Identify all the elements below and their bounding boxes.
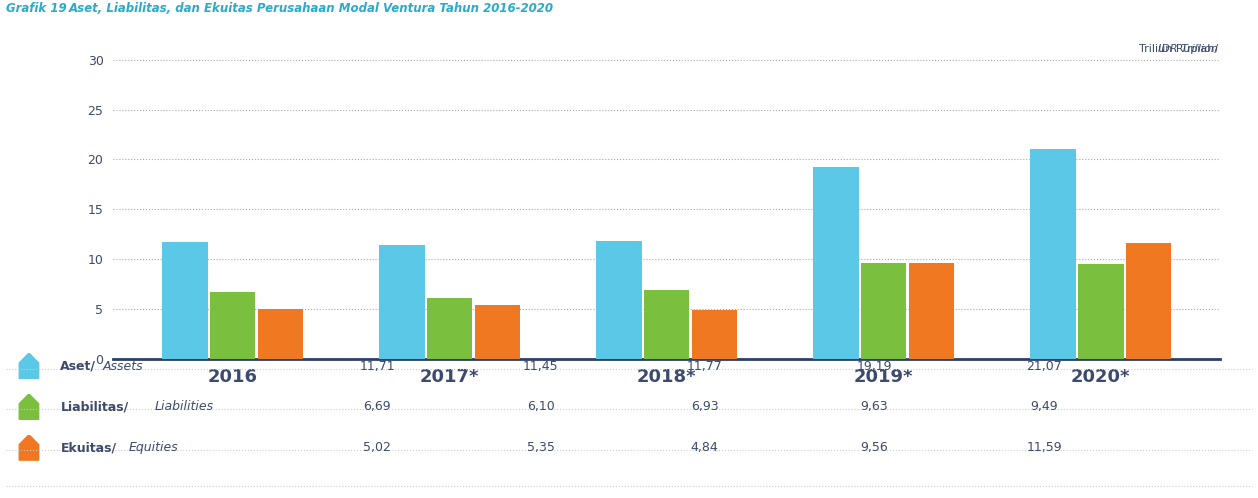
Bar <box>210 292 255 359</box>
Text: 11,59: 11,59 <box>1027 441 1062 454</box>
Polygon shape <box>19 394 39 419</box>
Text: 11,45: 11,45 <box>523 360 559 373</box>
Text: Liabilitas/: Liabilitas/ <box>60 400 128 413</box>
Polygon shape <box>19 435 39 460</box>
Text: Triliun Rupiah/: Triliun Rupiah/ <box>1138 44 1218 54</box>
Text: 6,10: 6,10 <box>527 400 555 413</box>
Bar <box>258 309 303 359</box>
Text: 19,19: 19,19 <box>857 360 892 373</box>
Text: IDR Trillion: IDR Trillion <box>1102 44 1218 54</box>
Text: 9,56: 9,56 <box>860 441 888 454</box>
Text: 6,69: 6,69 <box>364 400 391 413</box>
Text: 5,35: 5,35 <box>527 441 555 454</box>
Bar <box>162 242 208 359</box>
Text: Assets: Assets <box>103 360 143 373</box>
Bar <box>426 298 472 359</box>
Bar <box>1078 264 1123 359</box>
Polygon shape <box>19 353 39 378</box>
Text: 21,07: 21,07 <box>1027 360 1062 373</box>
Bar <box>692 310 737 359</box>
Text: 11,71: 11,71 <box>360 360 395 373</box>
Text: Grafik 19: Grafik 19 <box>6 2 75 15</box>
Text: Ekuitas/: Ekuitas/ <box>60 441 117 454</box>
Bar <box>474 305 520 359</box>
Bar <box>1126 243 1171 359</box>
Bar <box>596 242 642 359</box>
Text: 11,77: 11,77 <box>687 360 722 373</box>
Text: 5,02: 5,02 <box>364 441 391 454</box>
Text: Equities: Equities <box>128 441 179 454</box>
Bar <box>908 263 955 359</box>
Bar <box>1030 149 1076 359</box>
Bar <box>862 262 907 359</box>
Text: Aset, Liabilitas, dan Ekuitas Perusahaan Modal Ventura Tahun 2016-2020: Aset, Liabilitas, dan Ekuitas Perusahaan… <box>69 2 555 15</box>
Bar <box>644 289 689 359</box>
Text: 4,84: 4,84 <box>691 441 718 454</box>
Text: 9,63: 9,63 <box>860 400 888 413</box>
Text: Aset/: Aset/ <box>60 360 97 373</box>
Text: 6,93: 6,93 <box>691 400 718 413</box>
Bar <box>379 245 425 359</box>
Bar <box>814 167 859 359</box>
Text: Liabilities: Liabilities <box>155 400 214 413</box>
Text: 9,49: 9,49 <box>1030 400 1058 413</box>
